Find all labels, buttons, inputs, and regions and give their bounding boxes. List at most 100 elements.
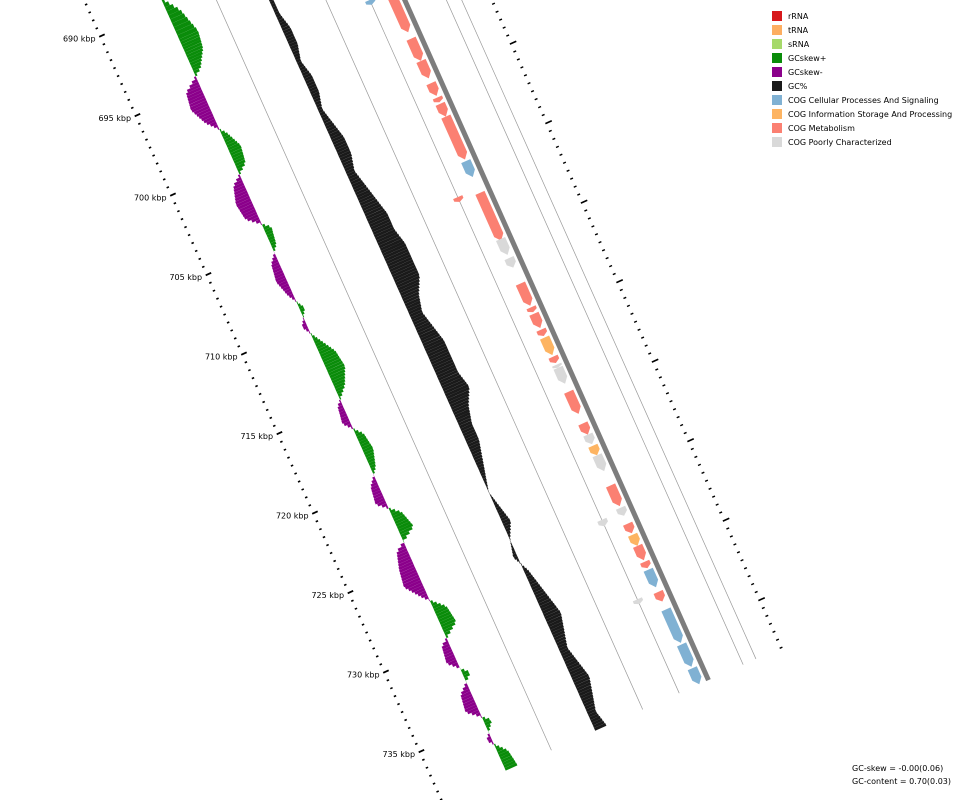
gc-skew-segment [177, 27, 198, 40]
gc-skew-segment [244, 211, 258, 220]
gc-skew-segment [420, 593, 428, 599]
gc-skew-segment [191, 61, 202, 69]
gc-skew-segment [193, 76, 197, 80]
gc-skew-segment [396, 548, 408, 556]
gc-skew-segment [372, 470, 375, 474]
outer-tick [569, 177, 574, 180]
axis-tick-label: 715 kbp [240, 432, 273, 441]
gc-content-segment [491, 496, 494, 501]
axis-tick [379, 663, 383, 666]
outer-tick [768, 622, 773, 626]
gc-skew-segment [338, 399, 342, 403]
gc-content-segment [308, 86, 318, 92]
gc-skew-segment [262, 223, 266, 228]
gc-skew-segment [372, 489, 382, 496]
axis-tick [251, 376, 255, 380]
gc-skew-segment [305, 328, 310, 332]
gc-skew-segment [272, 264, 281, 271]
gene-feature [661, 607, 683, 643]
gc-content-segment [338, 150, 352, 159]
gc-skew-segment [325, 360, 344, 371]
gc-skew-segment [320, 348, 335, 358]
gc-content-segment [526, 574, 534, 580]
gc-skew-segment [501, 755, 513, 763]
gc-skew-segment [240, 206, 255, 215]
gc-skew-segment [269, 238, 276, 244]
gc-skew-segment [447, 659, 458, 666]
gc-skew-segment [361, 443, 372, 450]
axis-tick [407, 726, 411, 730]
gc-content-segment [510, 545, 514, 549]
gc-content-segment [342, 159, 354, 167]
axis-tick [276, 431, 283, 436]
gc-skew-segment [272, 256, 278, 261]
gc-content-stat: GC-content = 0.70(0.03) [852, 777, 951, 786]
gc-skew-segment [354, 429, 359, 435]
legend-label: sRNA [788, 39, 810, 49]
gc-content-segment [368, 213, 389, 225]
gc-content-segment [539, 600, 554, 609]
outer-tick [594, 233, 599, 236]
gene-feature [365, 0, 376, 5]
gc-content-segment [370, 218, 391, 230]
gc-content-segment [485, 483, 488, 487]
gc-content-segment [571, 671, 588, 681]
axis-tick [95, 27, 99, 30]
gc-skew-segment [196, 108, 212, 117]
gc-skew-segment [161, 0, 166, 4]
outer-tick [541, 113, 545, 117]
legend-label: GCskew+ [788, 53, 827, 63]
gc-skew-segment [503, 760, 516, 768]
gc-content-segment [431, 356, 453, 368]
gc-content-segment [469, 445, 481, 453]
outer-tick [502, 26, 506, 29]
gc-content-segment [357, 191, 373, 201]
gene-feature [453, 195, 464, 202]
gc-skew-segment [433, 604, 446, 612]
gc-content-segment [404, 297, 421, 307]
axis-tick [290, 464, 294, 467]
axis-tick [102, 43, 106, 46]
gene-feature [578, 421, 591, 435]
gc-content-segment [351, 180, 364, 188]
gc-content-segment [534, 591, 546, 599]
gc-skew-segment [170, 13, 186, 24]
axis-tick [404, 718, 408, 722]
axis-tick [262, 400, 266, 404]
axis-tick [145, 138, 148, 141]
gc-skew-segment [237, 167, 244, 172]
gc-skew-segment [385, 505, 389, 509]
gc-skew-segment [219, 128, 222, 132]
gc-skew-segment [471, 709, 480, 716]
outer-tick [573, 185, 577, 188]
gc-skew-segment [193, 105, 210, 115]
legend-item: COG Information Storage And Processing [772, 107, 952, 121]
gc-content-segment [282, 27, 292, 34]
axis-tick [297, 480, 301, 483]
gc-content-segment [487, 489, 489, 493]
gene-feature [548, 354, 560, 363]
gc-content-segment [493, 501, 498, 506]
gc-skew-segment [271, 259, 279, 265]
gc-skew-segment [217, 126, 220, 130]
outer-tick [683, 431, 687, 435]
gc-content-segment [279, 20, 287, 26]
gc-skew-segment [370, 481, 378, 488]
outer-tick [537, 105, 542, 109]
gc-content-segment [547, 618, 563, 628]
gc-content-segment [565, 659, 578, 668]
outer-tick [527, 82, 531, 85]
gc-skew-segment [443, 648, 453, 655]
gc-skew-segment [495, 745, 500, 750]
gc-skew-segment [329, 369, 346, 379]
gene-feature [633, 543, 646, 561]
gc-skew-segment [502, 757, 515, 766]
gc-content-segment [579, 691, 593, 699]
gc-content-segment [289, 43, 299, 50]
gc-content-segment [381, 240, 405, 254]
gc-content-segment [356, 189, 371, 198]
guide-line [445, 0, 744, 665]
gc-skew-segment [445, 656, 456, 664]
gc-content-track [268, 0, 607, 731]
outer-tick [775, 638, 780, 642]
